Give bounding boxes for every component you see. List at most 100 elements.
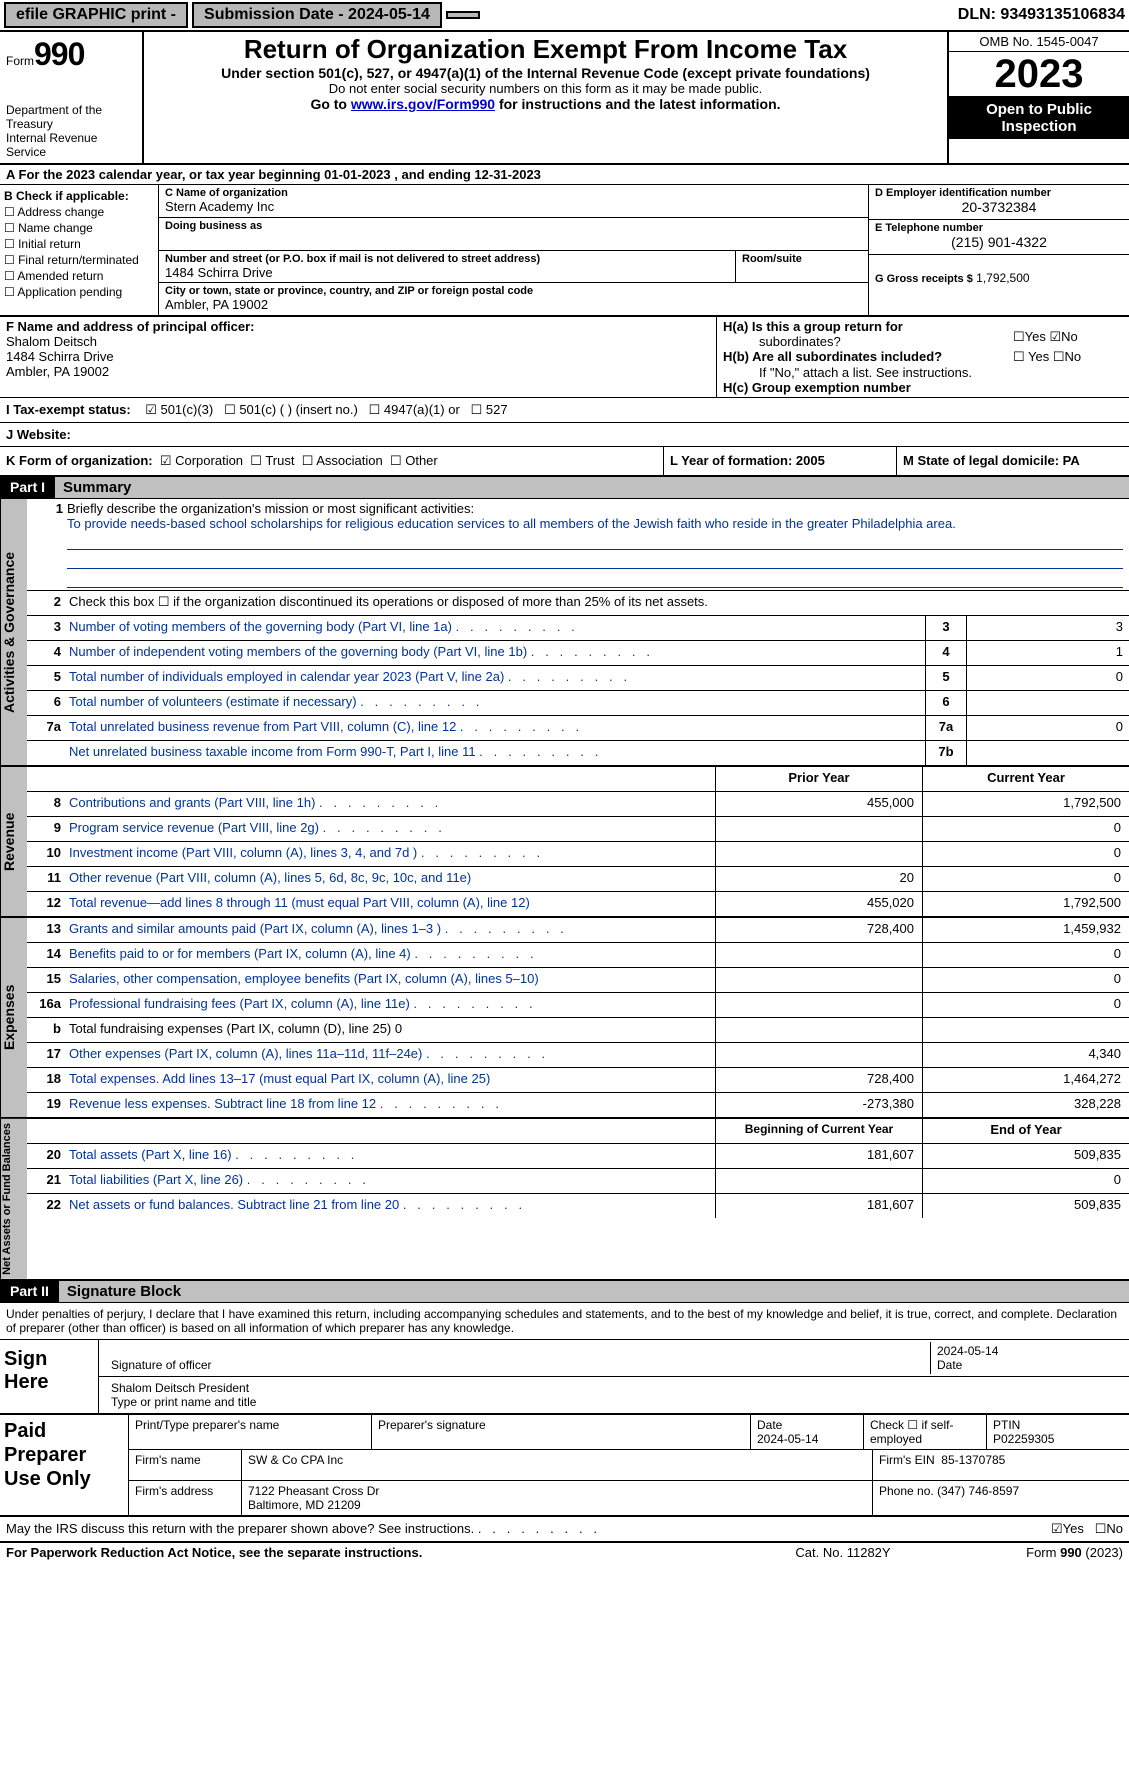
city-lbl: City or town, state or province, country… bbox=[165, 285, 862, 297]
l16ap bbox=[715, 993, 922, 1017]
l7a-val: 0 bbox=[966, 716, 1129, 740]
chk-final[interactable]: ☐ Final return/terminated bbox=[4, 253, 154, 267]
chk-assoc[interactable]: ☐ Association bbox=[302, 453, 383, 468]
l6-val bbox=[966, 691, 1129, 715]
chk-527[interactable]: ☐ 527 bbox=[471, 402, 508, 417]
ein-lbl: D Employer identification number bbox=[875, 187, 1123, 199]
line1: 1 Briefly describe the organization's mi… bbox=[27, 499, 1129, 590]
dba-lbl: Doing business as bbox=[165, 220, 862, 232]
street-val: 1484 Schirra Drive bbox=[165, 265, 729, 280]
chk-501c[interactable]: ☐ 501(c) ( ) (insert no.) bbox=[224, 402, 358, 417]
chk-trust[interactable]: ☐ Trust bbox=[250, 453, 294, 468]
firm-ein-val: 85-1370785 bbox=[941, 1453, 1005, 1467]
sig-name-lbl: Type or print name and title bbox=[111, 1395, 256, 1409]
prior-hdr: Prior Year bbox=[715, 767, 922, 791]
section-b-row: B Check if applicable: ☐ Address change … bbox=[0, 185, 1129, 317]
discuss-q: May the IRS discuss this return with the… bbox=[6, 1521, 993, 1537]
addr-lbl: Firm's address bbox=[129, 1481, 242, 1515]
hc: H(c) Group exemption number bbox=[723, 380, 1123, 395]
l14-desc: Benefits paid to or for members (Part IX… bbox=[65, 943, 715, 967]
sig-text: Under penalties of perjury, I declare th… bbox=[0, 1303, 1129, 1340]
col-c: C Name of organization Stern Academy Inc… bbox=[159, 185, 869, 315]
prep-self[interactable]: Check ☐ if self-employed bbox=[864, 1415, 987, 1449]
street-lbl: Number and street (or P.O. box if mail i… bbox=[165, 253, 729, 265]
city-val: Ambler, PA 19002 bbox=[165, 297, 862, 312]
addr-val2: Baltimore, MD 21209 bbox=[248, 1498, 361, 1512]
l11p: 20 bbox=[715, 867, 922, 891]
l5-desc: Total number of individuals employed in … bbox=[65, 666, 925, 690]
l4-val: 1 bbox=[966, 641, 1129, 665]
paid-lbl: Paid Preparer Use Only bbox=[0, 1415, 128, 1515]
chk-amended[interactable]: ☐ Amended return bbox=[4, 269, 154, 283]
chk-initial[interactable]: ☐ Initial return bbox=[4, 237, 154, 251]
hb1: H(b) Are all subordinates included? bbox=[723, 349, 942, 364]
l10-desc: Investment income (Part VIII, column (A)… bbox=[65, 842, 715, 866]
chk-4947[interactable]: ☐ 4947(a)(1) or bbox=[369, 402, 460, 417]
chk-name[interactable]: ☐ Name change bbox=[4, 221, 154, 235]
l9p bbox=[715, 817, 922, 841]
l9-desc: Program service revenue (Part VIII, line… bbox=[65, 817, 715, 841]
chk-address[interactable]: ☐ Address change bbox=[4, 205, 154, 219]
l16ac: 0 bbox=[922, 993, 1129, 1017]
phone-lbl: E Telephone number bbox=[875, 222, 1123, 234]
dln: DLN: 93493135106834 bbox=[958, 6, 1125, 24]
form-number: 990 bbox=[34, 36, 84, 72]
section-fh: F Name and address of principal officer:… bbox=[0, 317, 1129, 398]
sub3: Go to www.irs.gov/Form990 for instructio… bbox=[152, 96, 939, 112]
l14c: 0 bbox=[922, 943, 1129, 967]
chk-other[interactable]: ☐ Other bbox=[390, 453, 438, 468]
discuss-yes[interactable]: ☑Yes bbox=[1051, 1521, 1084, 1536]
l20-desc: Total assets (Part X, line 16) bbox=[65, 1144, 715, 1168]
k-lbl: K Form of organization: bbox=[6, 453, 153, 468]
l3-desc: Number of voting members of the governin… bbox=[65, 616, 925, 640]
l19-desc: Revenue less expenses. Subtract line 18 … bbox=[65, 1093, 715, 1117]
l21e: 0 bbox=[922, 1169, 1129, 1193]
open-public: Open to Public Inspection bbox=[949, 97, 1129, 139]
ha2: subordinates? bbox=[723, 334, 841, 349]
ha-no[interactable]: ☑No bbox=[1050, 329, 1078, 344]
l7b-desc: Net unrelated business taxable income fr… bbox=[65, 741, 925, 765]
l2: Check this box ☐ if the organization dis… bbox=[65, 591, 1129, 615]
chk-pending[interactable]: ☐ Application pending bbox=[4, 285, 154, 299]
l22e: 509,835 bbox=[922, 1194, 1129, 1218]
rev-section: Revenue Prior YearCurrent Year 8Contribu… bbox=[0, 767, 1129, 918]
l16b-desc: Total fundraising expenses (Part IX, col… bbox=[65, 1018, 715, 1042]
l5-val: 0 bbox=[966, 666, 1129, 690]
hb-yes[interactable]: ☐ Yes bbox=[1013, 349, 1049, 364]
i-lbl: I Tax-exempt status: bbox=[6, 402, 131, 417]
chk-501c3[interactable]: ☑ 501(c)(3) bbox=[145, 402, 213, 417]
discuss-no[interactable]: ☐No bbox=[1095, 1521, 1123, 1536]
city-cell: City or town, state or province, country… bbox=[159, 283, 868, 315]
l7b-val bbox=[966, 741, 1129, 765]
form-title: Return of Organization Exempt From Incom… bbox=[152, 34, 939, 65]
phone-cell: E Telephone number (215) 901-4322 bbox=[869, 220, 1129, 255]
hb2: If "No," attach a list. See instructions… bbox=[723, 365, 1123, 380]
l21b bbox=[715, 1169, 922, 1193]
l17p bbox=[715, 1043, 922, 1067]
hb-no[interactable]: ☐No bbox=[1053, 349, 1081, 364]
tax-year: 2023 bbox=[949, 52, 1129, 97]
sub1: Under section 501(c), 527, or 4947(a)(1)… bbox=[152, 65, 939, 81]
year-formation: L Year of formation: 2005 bbox=[670, 453, 825, 468]
col-f: F Name and address of principal officer:… bbox=[0, 317, 717, 397]
officer-street: 1484 Schirra Drive bbox=[6, 349, 710, 364]
l8c: 1,792,500 bbox=[922, 792, 1129, 816]
part1-title: Summary bbox=[55, 477, 1129, 498]
ha-yes[interactable]: ☐Yes bbox=[1013, 329, 1046, 344]
chk-corp[interactable]: ☑ Corporation bbox=[160, 453, 243, 468]
org-name-val: Stern Academy Inc bbox=[165, 199, 862, 214]
current-hdr: Current Year bbox=[922, 767, 1129, 791]
l7a-desc: Total unrelated business revenue from Pa… bbox=[65, 716, 925, 740]
l10c: 0 bbox=[922, 842, 1129, 866]
l12-desc: Total revenue—add lines 8 through 11 (mu… bbox=[65, 892, 715, 916]
l19p: -273,380 bbox=[715, 1093, 922, 1117]
part1-hdr: Part I bbox=[0, 477, 55, 498]
l13p: 728,400 bbox=[715, 918, 922, 942]
form-word: Form bbox=[6, 54, 34, 68]
ptin-lbl: PTIN bbox=[993, 1418, 1020, 1432]
f-lbl: F Name and address of principal officer: bbox=[6, 319, 710, 334]
irs-link[interactable]: www.irs.gov/Form990 bbox=[351, 96, 495, 112]
footer-right: Form 990 (2023) bbox=[923, 1545, 1123, 1560]
l20e: 509,835 bbox=[922, 1144, 1129, 1168]
submission-date: Submission Date - 2024-05-14 bbox=[192, 2, 442, 28]
